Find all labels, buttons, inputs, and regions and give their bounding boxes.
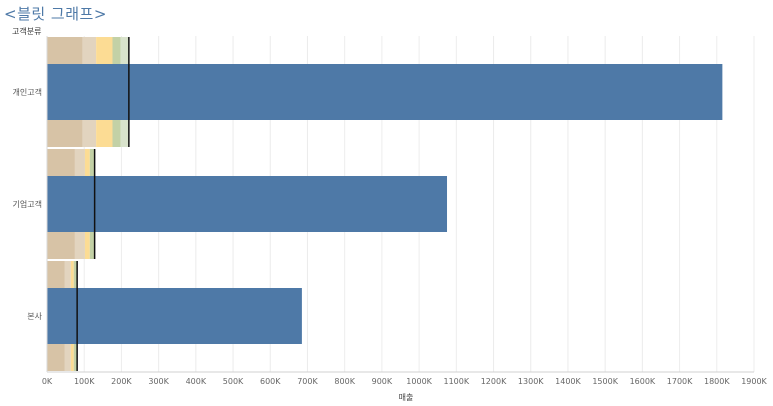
- x-tick-label: 1600K: [630, 377, 656, 386]
- x-tick-label: 1000K: [406, 377, 432, 386]
- measure-bar: [47, 176, 448, 232]
- x-tick-label: 500K: [223, 377, 244, 386]
- x-tick-label: 1400K: [555, 377, 581, 386]
- x-tick-label: 0K: [42, 377, 53, 386]
- x-tick-label: 200K: [111, 377, 132, 386]
- x-tick-label: 700K: [297, 377, 318, 386]
- chart-title: <블릿 그래프>: [4, 5, 107, 23]
- x-tick-label: 1800K: [704, 377, 730, 386]
- x-tick-label: 800K: [334, 377, 355, 386]
- category-label: 개인고객: [13, 87, 42, 97]
- x-tick-label: 100K: [74, 377, 95, 386]
- x-tick-label: 1200K: [481, 377, 507, 386]
- category-label: 기업고객: [13, 199, 42, 209]
- x-tick-label: 900K: [372, 377, 393, 386]
- x-tick-label: 1100K: [444, 377, 470, 386]
- x-tick-label: 1700K: [667, 377, 693, 386]
- category-label: 본사: [27, 312, 42, 321]
- row-header-label: 고객분류: [12, 27, 42, 36]
- measure-bar: [47, 64, 723, 120]
- x-tick-label: 400K: [186, 377, 207, 386]
- x-tick-label: 1500K: [592, 377, 618, 386]
- x-axis-title: 매출: [399, 392, 414, 402]
- x-tick-label: 1300K: [518, 377, 544, 386]
- x-tick-label: 600K: [260, 377, 281, 386]
- measure-bar: [47, 288, 302, 344]
- x-tick-label: 1900K: [741, 377, 767, 386]
- x-tick-label: 300K: [148, 377, 169, 386]
